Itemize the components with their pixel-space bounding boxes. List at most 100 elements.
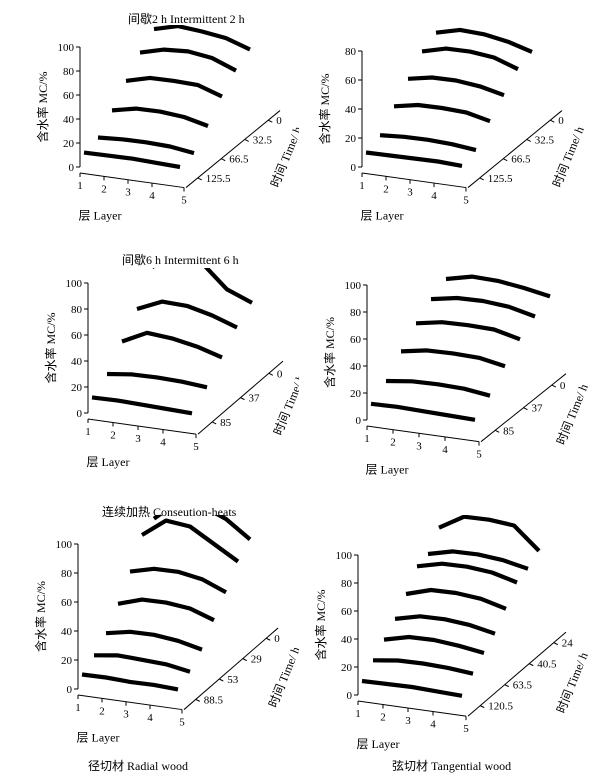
x-tick-label: 2	[383, 183, 389, 195]
series-line-7	[83, 150, 181, 170]
series-line-9	[361, 678, 463, 698]
y-tick-label: 80	[341, 578, 353, 590]
x-tick-label: 5	[463, 195, 469, 207]
time-tick-mark	[242, 658, 247, 662]
y-tick-label: 60	[350, 334, 362, 346]
series-line-5	[405, 587, 507, 611]
time-tick-mark	[244, 138, 249, 142]
x-axis-line	[77, 694, 183, 711]
series-line-3	[427, 549, 529, 571]
x-tick-label: 3	[416, 440, 422, 452]
x-tick-label: 2	[99, 705, 105, 717]
row-title-intermittent-6h: 间歇6 h Intermittent 6 h	[122, 253, 239, 267]
time-axis-line	[467, 110, 563, 188]
time-tick-mark	[268, 119, 273, 123]
x-tick-label: 5	[463, 723, 469, 735]
time-tick-mark	[221, 158, 226, 162]
time-tick-mark	[219, 678, 224, 682]
series-line-3	[140, 518, 240, 564]
x-tick-label: 3	[407, 187, 413, 199]
x-tick-label: 3	[135, 433, 141, 445]
time-tick-mark	[526, 138, 531, 142]
y-axis-label: 含水率 MC/%	[35, 71, 50, 142]
x-tick-label: 5	[179, 717, 185, 729]
x-axis-label: 层 Layer	[366, 463, 409, 477]
y-axis-label: 含水率 MC/%	[43, 312, 58, 383]
y-tick-label: 60	[63, 90, 75, 102]
y-tick-label: 0	[77, 408, 83, 420]
time-tick-label: 120.5	[488, 701, 513, 713]
y-tick-label: 20	[61, 655, 73, 667]
y-tick-label: 60	[341, 606, 353, 618]
y-axis-label: 含水率 MC/%	[33, 581, 48, 652]
series-line-6	[105, 629, 203, 652]
time-tick-mark	[551, 384, 557, 388]
time-tick-mark	[523, 407, 528, 411]
time-tick-mark	[240, 397, 245, 401]
series-line-7	[365, 150, 463, 168]
y-tick-label: 0	[67, 684, 73, 696]
x-tick-label: 1	[75, 702, 81, 714]
series-line-4	[121, 330, 223, 360]
y-tick-label: 40	[345, 104, 357, 116]
y-tick-label: 100	[58, 42, 75, 54]
time-tick-mark	[197, 177, 202, 181]
time-tick-label: 0	[277, 368, 283, 380]
x-tick-label: 4	[160, 437, 166, 449]
y-tick-label: 40	[341, 634, 353, 646]
time-tick-mark	[503, 158, 508, 162]
x-tick-label: 3	[123, 709, 129, 721]
y-tick-label: 80	[63, 66, 75, 78]
y-tick-label: 80	[345, 46, 357, 58]
series-line-2	[152, 515, 252, 542]
caption-tangential-wood: 弦切材 Tangential wood	[392, 759, 512, 773]
series-line-4	[407, 75, 505, 98]
x-tick-label: 3	[125, 187, 131, 199]
x-axis-line	[357, 700, 467, 717]
time-tick-mark	[268, 372, 274, 376]
y-tick-label: 20	[345, 133, 357, 145]
time-tick-label: 29	[251, 654, 263, 666]
x-axis-line	[79, 172, 185, 189]
time-tick-label: 88.5	[204, 694, 224, 706]
y-tick-label: 0	[347, 690, 353, 702]
time-tick-label: 32.5	[535, 134, 555, 146]
caption-radial-wood: 径切材 Radial wood	[88, 759, 188, 773]
x-tick-label: 4	[149, 190, 155, 202]
time-tick-label: 85	[503, 425, 515, 437]
time-axis-line	[467, 631, 567, 717]
y-tick-label: 20	[63, 138, 75, 150]
time-tick-label: 40.5	[537, 659, 557, 671]
y-tick-label: 80	[71, 304, 83, 316]
series-line-5	[111, 106, 209, 128]
x-axis-label: 层 Layer	[87, 455, 130, 469]
y-tick-label: 40	[63, 114, 75, 126]
time-tick-label: 66.5	[229, 154, 249, 166]
x-tick-label: 4	[442, 444, 448, 456]
y-tick-label: 40	[61, 626, 73, 638]
x-tick-label: 3	[405, 715, 411, 727]
y-tick-label: 100	[66, 278, 83, 290]
series-line-7	[93, 653, 191, 674]
time-tick-label: 0	[276, 115, 282, 127]
time-tick-label: 125.5	[206, 173, 231, 185]
x-axis-line	[87, 418, 197, 435]
series-line-8	[81, 672, 179, 692]
series-line-5	[117, 597, 215, 623]
time-tick-label: 37	[249, 393, 261, 405]
x-tick-label: 4	[430, 719, 436, 731]
x-axis-label: 层 Layer	[357, 737, 400, 751]
y-tick-label: 20	[341, 662, 353, 674]
y-tick-label: 100	[56, 539, 73, 551]
series-line-5	[393, 102, 491, 124]
x-tick-label: 4	[147, 712, 153, 724]
time-tick-label: 53	[227, 674, 239, 686]
time-axis-label: 时间 Time/ h	[266, 645, 299, 710]
row-title-intermittent-2h: 间歇2 h Intermittent 2 h	[128, 12, 245, 26]
time-tick-mark	[479, 177, 484, 181]
time-tick-label: 66.5	[511, 154, 531, 166]
time-axis-label: 时间 Time/ h	[554, 650, 591, 715]
